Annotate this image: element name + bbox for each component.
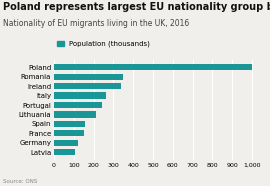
Bar — [54, 92, 106, 99]
Bar — [54, 149, 75, 155]
Bar — [54, 140, 78, 146]
Bar — [54, 83, 121, 89]
Bar — [54, 130, 84, 137]
Bar — [54, 102, 102, 108]
Bar — [54, 121, 85, 127]
Text: Poland represents largest EU nationality group by far: Poland represents largest EU nationality… — [3, 2, 270, 12]
Legend: Population (thousands): Population (thousands) — [58, 41, 150, 47]
Bar — [54, 111, 96, 118]
Bar — [54, 64, 252, 70]
Text: Nationality of EU migrants living in the UK, 2016: Nationality of EU migrants living in the… — [3, 19, 189, 28]
Bar — [54, 73, 123, 80]
Text: Source: ONS: Source: ONS — [3, 179, 37, 184]
